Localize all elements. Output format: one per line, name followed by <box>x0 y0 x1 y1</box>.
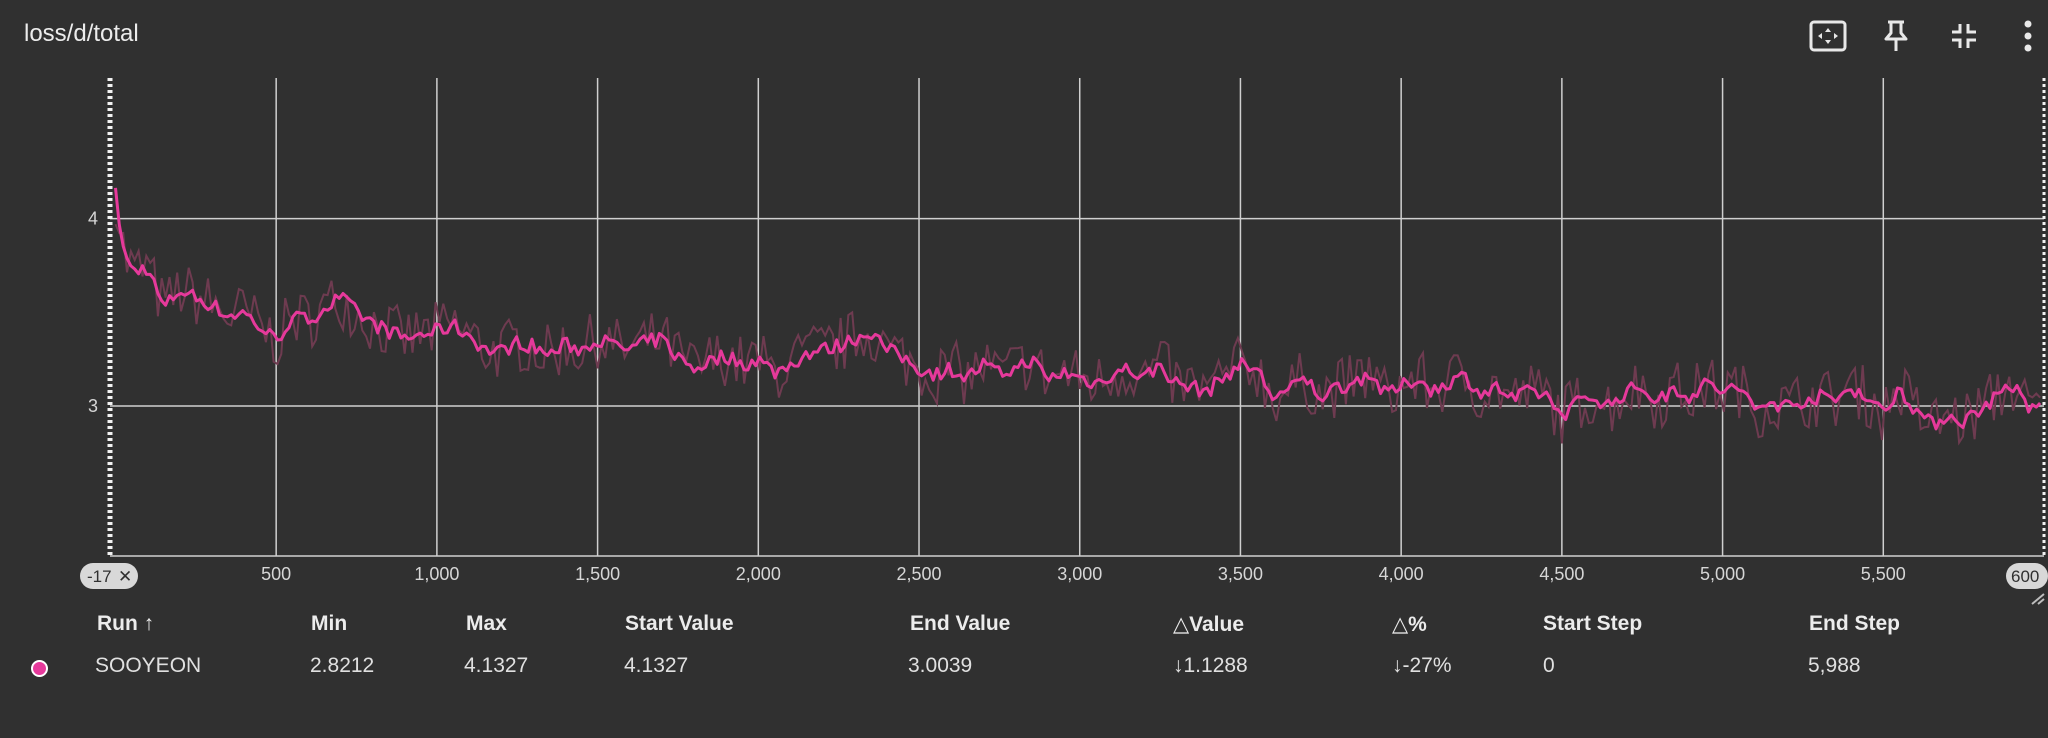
series-line-sooyeon[interactable] <box>114 187 2042 431</box>
collapse-button[interactable] <box>1942 16 1986 56</box>
data-table-header: Run ↑ Min Max Start Value End Value △Val… <box>0 612 2048 642</box>
range-start-label: -17 <box>87 567 112 586</box>
fit-domain-icon <box>1809 20 1847 52</box>
more-options-button[interactable] <box>2008 16 2048 56</box>
close-icon[interactable]: ✕ <box>118 567 132 586</box>
x-tick-label: 500 <box>261 564 291 584</box>
x-tick-label: 3,000 <box>1057 564 1102 584</box>
header-start-value[interactable]: Start Value <box>625 612 734 635</box>
header-max[interactable]: Max <box>466 612 507 635</box>
header-end-value[interactable]: End Value <box>910 612 1011 635</box>
pin-icon <box>1884 20 1908 51</box>
header-end-step[interactable]: End Step <box>1809 612 1901 635</box>
header-start-step[interactable]: Start Step <box>1543 612 1643 635</box>
cell-max: 4.1327 <box>464 654 529 677</box>
line-chart[interactable]: 500 1,000 1,500 2,000 2,500 3,000 3,500 4,000 4,… <box>0 0 2048 610</box>
smoothed-series-layer <box>114 187 2042 431</box>
x-tick-label: 5,500 <box>1861 564 1906 584</box>
grid <box>110 78 2044 557</box>
series-raw-line <box>114 223 2041 446</box>
cell-run: SOOYEON <box>95 654 202 677</box>
range-end-chip[interactable]: 600 <box>2006 563 2048 589</box>
card-title: loss/d/total <box>24 20 139 47</box>
x-tick-label: 2,500 <box>896 564 941 584</box>
cell-delta-value: ↓1.1288 <box>1173 654 1248 677</box>
x-tick-label: 5,000 <box>1700 564 1745 584</box>
cell-start-value: 4.1327 <box>624 654 689 677</box>
cell-end-step: 5,988 <box>1808 654 1861 677</box>
x-tick-label: 1,500 <box>575 564 620 584</box>
x-tick-label: 4,500 <box>1539 564 1584 584</box>
cell-end-value: 3.0039 <box>908 654 973 677</box>
range-end-label: 600 <box>2011 567 2039 586</box>
y-tick-label: 3 <box>88 396 98 416</box>
more-vert-icon <box>2024 20 2032 52</box>
x-tick-label: 2,000 <box>736 564 781 584</box>
x-tick-label: 3,500 <box>1218 564 1263 584</box>
cell-min: 2.8212 <box>310 654 375 677</box>
x-tick-label: 4,000 <box>1379 564 1424 584</box>
cell-delta-pct: ↓-27% <box>1392 654 1452 677</box>
header-min[interactable]: Min <box>311 612 348 635</box>
header-run[interactable]: Run ↑ <box>97 612 155 635</box>
range-start-chip[interactable]: -17 ✕ <box>80 563 138 589</box>
x-axis: 500 1,000 1,500 2,000 2,500 3,000 3,500 4,000 4,… <box>261 564 1906 584</box>
table-row: SOOYEON 2.8212 4.1327 4.1327 3.0039 ↓1.1… <box>0 654 2048 684</box>
x-tick-label: 1,000 <box>414 564 459 584</box>
collapse-icon <box>1952 24 1976 48</box>
header-delta-pct[interactable]: △% <box>1392 613 1427 636</box>
pin-button[interactable] <box>1874 16 1918 56</box>
resize-handle-icon[interactable] <box>2031 593 2045 605</box>
y-tick-label: 4 <box>88 209 98 229</box>
fit-domain-button[interactable] <box>1806 16 1850 56</box>
header-delta-value[interactable]: △Value <box>1173 613 1245 636</box>
y-axis: 34 <box>88 209 98 416</box>
cell-start-step: 0 <box>1543 654 1555 677</box>
run-color-swatch[interactable] <box>31 660 48 677</box>
raw-series-layer <box>114 223 2041 446</box>
